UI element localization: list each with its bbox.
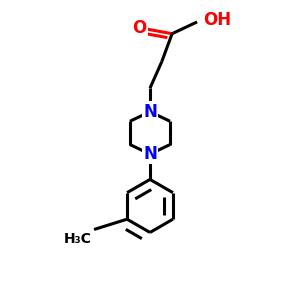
Text: O: O	[133, 19, 147, 37]
Text: N: N	[143, 145, 157, 163]
Text: OH: OH	[204, 11, 232, 29]
Text: N: N	[143, 103, 157, 121]
Text: H₃C: H₃C	[64, 232, 92, 246]
